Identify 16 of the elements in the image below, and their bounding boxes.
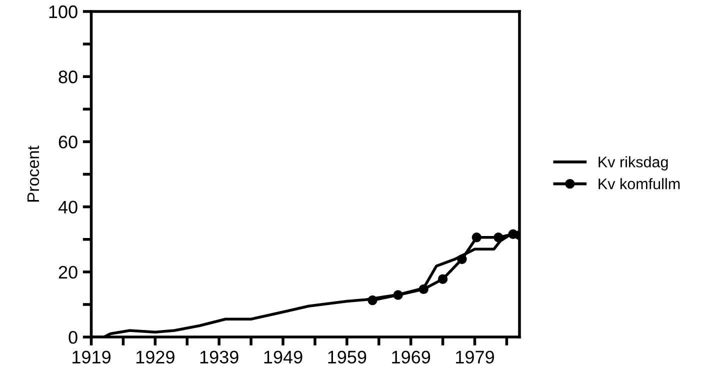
- x-tick-label: 1949: [264, 350, 302, 364]
- legend-label: Kv riksdag: [598, 156, 668, 170]
- y-tick-label: 60: [58, 136, 78, 148]
- x-tick-label: 1969: [392, 350, 430, 364]
- x-tick-label: 1979: [456, 350, 494, 364]
- y-tick-label: 100: [49, 5, 78, 18]
- x-tick-label: 1959: [328, 350, 366, 364]
- y-tick-label: 0: [68, 330, 78, 344]
- y-axis-title: Procent: [27, 146, 40, 202]
- y-tick-label: 40: [58, 200, 78, 214]
- y-tick-label: 80: [58, 70, 78, 84]
- y-tick-label: 20: [58, 266, 78, 279]
- x-tick-label: 1939: [200, 350, 238, 364]
- legend-label: Kv komfullm: [598, 178, 680, 190]
- x-tick-label: 1919: [72, 350, 110, 364]
- x-tick-label: 1929: [136, 350, 174, 364]
